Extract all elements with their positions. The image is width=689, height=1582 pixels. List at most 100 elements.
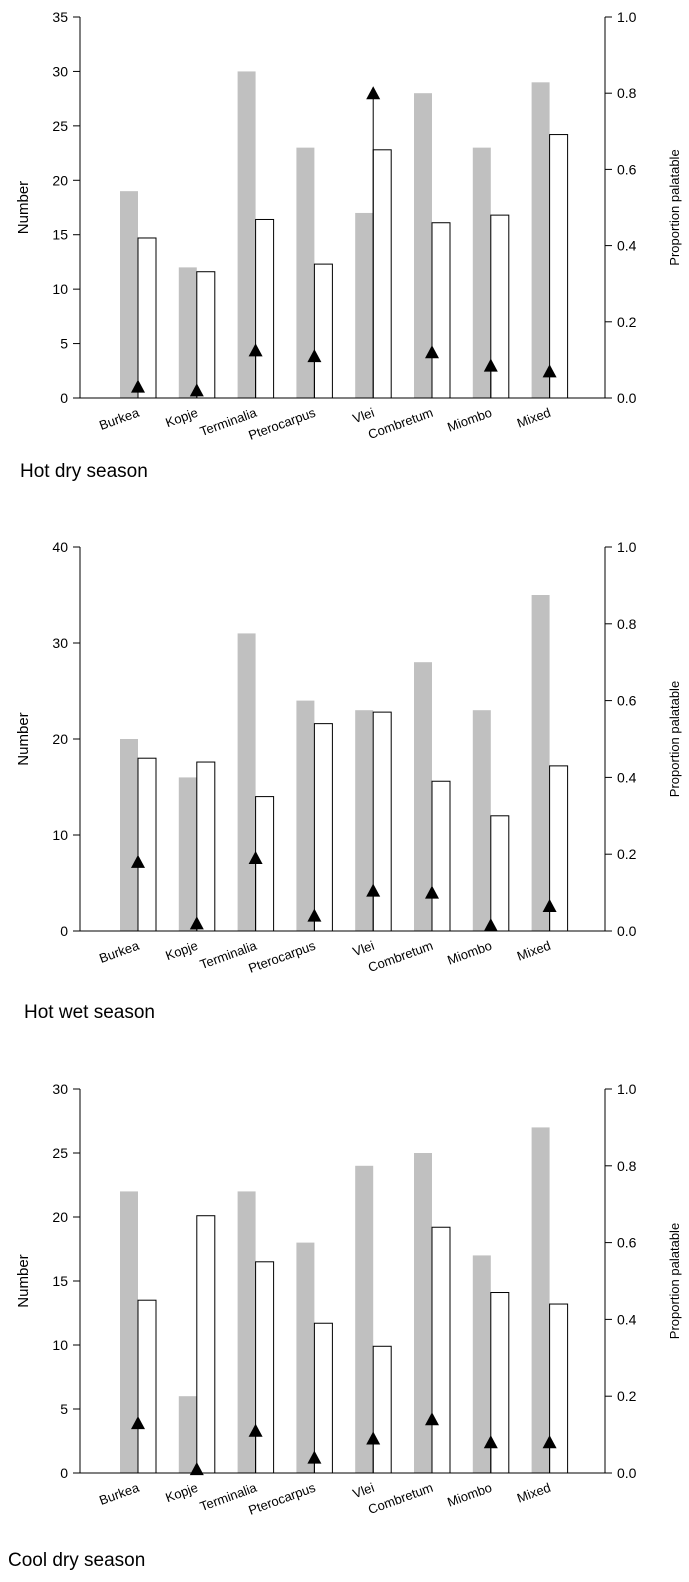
category-label: Vlei [351,405,377,427]
panel-hot-wet: 0 10 20 30 40 0.0 0.2 0.4 0.6 0.8 1.0 Number Proport… [0,530,689,1050]
category-label: Mixed [515,938,553,964]
y2-tick-label: 0.6 [617,1235,637,1251]
category-label: Mixed [515,405,553,431]
y-tick-label: 20 [52,172,68,188]
palatable-marker [189,1462,204,1476]
white-bar [372,1345,392,1474]
grey-bar [120,739,138,931]
y2-axis-title: Proportion palatable [667,1223,682,1339]
y2-tick-label: 1.0 [617,1081,637,1097]
palatable-marker [307,908,322,922]
category-label: Combretum [366,1480,435,1517]
white-bar [313,263,333,399]
y-tick-label: 35 [52,9,68,25]
y2-tick-label: 0.2 [617,1388,637,1404]
chart-cool-dry: 0 5 10 15 20 25 30 0.0 0.2 0.4 0.6 0.8 1.0 Number Prop… [15,1081,682,1518]
y-tick-label: 40 [52,539,68,555]
palatable-marker [131,854,145,868]
y2-tick-label: 0.8 [617,616,637,632]
grey-bar [296,147,315,398]
palatable-marker [248,343,263,357]
season-caption: Hot dry season [20,461,148,482]
palatable-marker [542,1435,557,1449]
y-tick-label: 20 [52,1209,68,1225]
y-tick-label: 0 [60,390,68,406]
category-label: Burkea [97,937,142,965]
white-bar [137,237,157,399]
palatable-marker [189,916,204,930]
y2-tick-label: 0.6 [617,161,637,177]
y2-tick-label: 0.0 [617,923,637,939]
y-tick-label: 20 [52,731,68,747]
panel-hot-dry: 0 5 10 15 20 25 30 35 0.0 0.2 0.4 0.6 0.8 1.0 Number Pr… [0,0,689,520]
category-label: Kopje [163,405,199,430]
palatable-marker [366,883,381,897]
grey-bar [237,633,256,931]
grey-bar [120,191,138,398]
palatable-marker [483,358,498,372]
grey-bar [355,1165,374,1473]
grey-bar [414,662,432,931]
y2-tick-label: 0.2 [617,846,637,862]
white-bar [196,1215,216,1474]
palatable-marker [366,1431,381,1445]
category-label: Kopje [163,1480,199,1505]
grey-bar [531,1127,550,1473]
y2-tick-label: 0.4 [617,238,637,254]
palatable-marker [483,918,498,932]
y-axis-title: Number [15,712,32,765]
category-label: Burkea [97,404,142,432]
category-label: Vlei [351,1480,377,1502]
white-bar [431,222,451,399]
palatable-marker [248,851,263,865]
white-bar [372,711,392,932]
grey-bar [178,777,197,931]
y2-tick-label: 0.6 [617,693,637,709]
y-tick-label: 0 [60,923,68,939]
white-bar [313,1322,333,1474]
y-tick-label: 5 [60,1401,68,1417]
y2-axis-title: Proportion palatable [667,681,682,797]
y-tick-label: 25 [52,1145,68,1161]
grey-bar [178,1396,197,1473]
y-tick-label: 15 [52,227,68,243]
grey-bar [178,267,197,398]
category-label: Pterocarpus [246,405,317,443]
panel-cool-dry: 0 5 10 15 20 25 30 0.0 0.2 0.4 0.6 0.8 1.0 Number Prop… [0,1060,689,1580]
y-tick-label: 10 [52,1337,68,1353]
palatable-marker [366,86,381,100]
y2-tick-label: 0.0 [617,1465,637,1481]
palatable-marker [307,349,322,363]
white-bar [196,761,216,932]
y2-tick-label: 0.2 [617,314,637,330]
y-tick-label: 5 [60,336,68,352]
season-caption: Cool dry season [8,1550,146,1571]
y2-tick-label: 0.8 [617,85,637,101]
grey-bar [296,1242,315,1473]
palatable-marker [483,1435,498,1449]
white-bar [431,1226,451,1474]
y2-tick-label: 1.0 [617,9,637,25]
category-label: Miombo [445,405,494,435]
category-label: Vlei [351,938,377,960]
chart-hot-wet: 0 10 20 30 40 0.0 0.2 0.4 0.6 0.8 1.0 Number Proport… [15,539,682,976]
grey-bar [472,147,491,398]
y-tick-label: 30 [52,1081,68,1097]
grey-bar [355,710,374,931]
chart-hot-dry: 0 5 10 15 20 25 30 35 0.0 0.2 0.4 0.6 0.8 1.0 Number Pr… [15,9,682,443]
y2-tick-label: 0.4 [617,769,637,785]
y2-tick-label: 1.0 [617,539,637,555]
white-bar [549,134,569,399]
y-tick-label: 30 [52,63,68,79]
grey-bar [531,595,550,931]
white-bar [137,757,157,932]
category-label: Kopje [163,938,199,963]
grey-bar [414,1153,432,1473]
y2-axis-title: Proportion palatable [667,149,682,265]
category-label: Miombo [445,1480,494,1510]
grey-bar [472,1255,491,1473]
white-bar [490,815,510,932]
y-tick-label: 15 [52,1273,68,1289]
category-label: Burkea [97,1479,142,1507]
y-tick-label: 10 [52,281,68,297]
